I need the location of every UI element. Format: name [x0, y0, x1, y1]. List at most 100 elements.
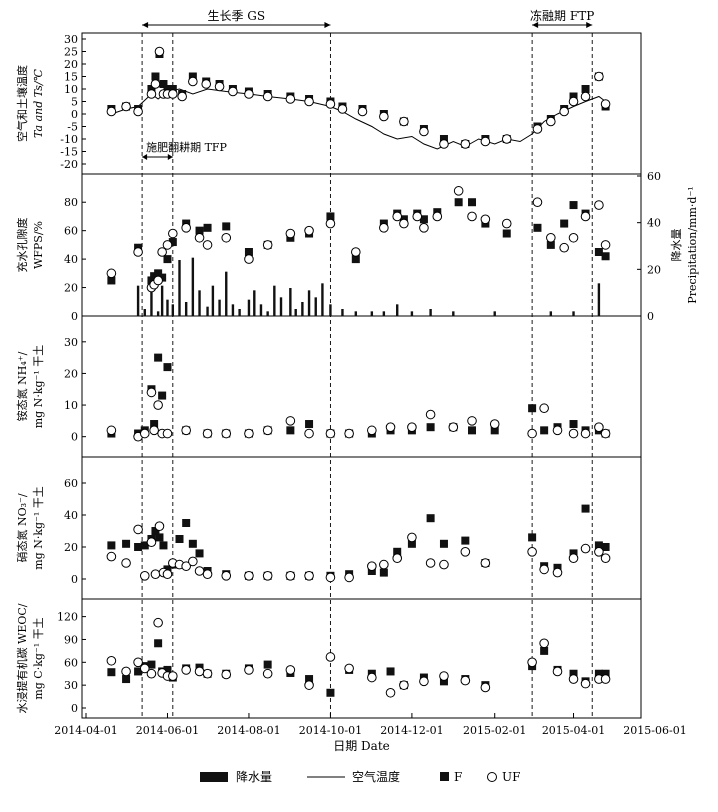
f-point	[163, 665, 172, 674]
uf-point	[439, 671, 449, 681]
uf-point	[168, 671, 178, 681]
uf-point	[351, 247, 361, 257]
uf-point	[181, 223, 191, 233]
uf-point	[480, 682, 491, 693]
uf-point	[150, 569, 161, 580]
uf-point	[357, 106, 368, 117]
uf-point	[367, 561, 377, 572]
f-point	[151, 527, 160, 535]
uf-point	[106, 425, 117, 436]
f-point	[134, 667, 143, 676]
uf-point	[304, 571, 314, 581]
x-axis-label: 日期 Date	[333, 739, 390, 753]
uf-point	[480, 558, 491, 568]
y-tick-label: 0	[71, 108, 78, 121]
f-point	[107, 668, 116, 677]
uf-point	[262, 668, 273, 679]
y2-axis-label: Precipitation/mm·d⁻¹	[686, 186, 699, 303]
y-tick-label: 40	[64, 509, 78, 522]
f-point	[560, 219, 569, 228]
precip-bar	[273, 285, 276, 316]
y-axis-label: 铵态氮 NH₄⁺/	[15, 351, 29, 421]
uf-point	[425, 409, 436, 420]
uf-point	[262, 240, 273, 250]
y-axis-label: 硝态氮 NO₃⁻/	[15, 493, 29, 562]
uf-point	[367, 672, 377, 683]
uf-point	[532, 197, 543, 208]
tfp-arrow-head-left	[142, 154, 148, 160]
y-axis-label: Ta and Ts/℃	[32, 68, 45, 138]
uf-point	[162, 428, 173, 439]
ftp-arrow-head-right	[586, 22, 593, 28]
f-point	[528, 533, 537, 542]
f-point	[155, 533, 164, 542]
uf-point	[552, 425, 563, 436]
f-point	[569, 420, 578, 429]
f-point	[140, 541, 149, 550]
plot-frame	[81, 32, 642, 719]
uf-point	[568, 674, 579, 684]
precip-bar	[247, 299, 251, 316]
precip-bar	[321, 283, 324, 316]
precip-bar	[329, 304, 332, 316]
uf-point	[392, 553, 403, 564]
f-point	[454, 198, 463, 207]
uf-point	[600, 553, 611, 564]
uf-point	[214, 81, 225, 92]
f-point	[147, 660, 156, 669]
uf-point	[244, 665, 254, 675]
f-point	[439, 677, 448, 686]
uf-point	[559, 242, 569, 253]
uf-point	[202, 428, 213, 439]
y2-tick-label: 20	[647, 263, 661, 276]
y-tick-label: 10	[64, 399, 78, 412]
f-point	[528, 404, 537, 413]
uf-point	[448, 422, 459, 432]
f-point	[147, 276, 156, 285]
ftp-label: 冻融期 FTP	[530, 8, 594, 23]
f-point	[188, 539, 197, 548]
uf-point	[344, 572, 354, 583]
f-point	[594, 248, 603, 256]
precip-bar	[136, 285, 140, 316]
f-point	[154, 639, 163, 648]
y-axis-label: 充水孔隙度	[15, 218, 29, 273]
f-point	[439, 135, 448, 143]
precip-bar	[211, 285, 215, 316]
y2-tick-label: 40	[647, 217, 661, 230]
uf-point	[594, 547, 604, 557]
legend-uf-label: UF	[502, 770, 520, 784]
y-tick-label: 40	[64, 253, 78, 266]
f-point	[461, 536, 470, 545]
y-tick-label: 120	[57, 611, 78, 624]
precip-bar	[572, 311, 575, 316]
tfp-arrow-head-right	[167, 154, 173, 160]
uf-point	[580, 428, 591, 439]
uf-point	[228, 86, 238, 97]
uf-point	[146, 89, 157, 99]
uf-point	[594, 200, 604, 210]
precip-bar	[289, 288, 292, 316]
uf-point	[202, 240, 213, 250]
uf-point	[262, 571, 273, 581]
uf-point	[580, 543, 591, 554]
y-tick-label: -20	[60, 158, 78, 171]
uf-point	[594, 71, 604, 82]
f-point	[150, 272, 159, 281]
gs-label: 生长季 GS	[207, 9, 265, 23]
uf-point	[202, 569, 213, 580]
uf-point	[527, 428, 537, 439]
f-point	[594, 669, 603, 678]
y-tick-label: 0	[71, 573, 78, 586]
f-point	[150, 420, 159, 429]
precip-bar	[218, 299, 221, 316]
f-point	[407, 539, 416, 548]
precip-bar	[143, 309, 146, 316]
f-point	[147, 85, 156, 93]
uf-point	[244, 428, 254, 439]
y-tick-label: 15	[64, 71, 78, 84]
f-point	[594, 541, 603, 550]
y-axis-label: 空气和土壤温度	[15, 65, 29, 142]
uf-point	[385, 687, 396, 698]
uf-point	[600, 428, 611, 439]
